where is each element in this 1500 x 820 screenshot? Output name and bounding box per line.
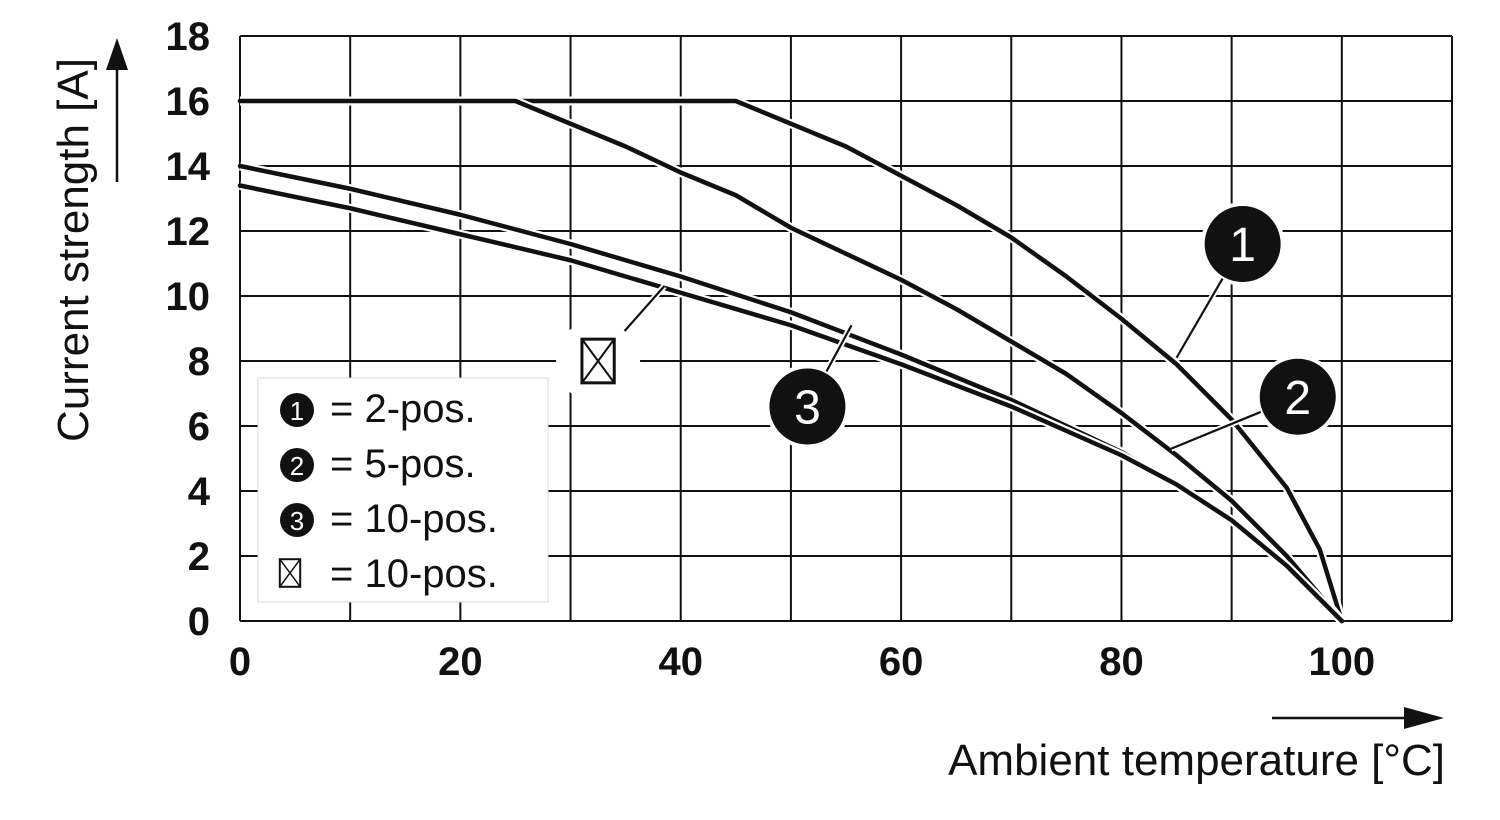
x-tick-label: 20 [438,640,483,684]
y-tick-label: 8 [188,340,210,384]
x-axis-title-group: Ambient temperature [°C] [948,707,1445,785]
number-badge-3 [769,368,846,445]
number-badge-label: 2 [1284,372,1311,425]
y-axis-title-group: Current strength [A] [49,38,128,442]
y-axis-ticks: 0 2 4 6 8 10 12 14 16 18 [166,15,211,644]
box-x-marker-diag [279,558,301,588]
number-badge-label: 1 [1229,219,1256,272]
number-badge-2 [280,448,314,482]
x-axis-arrow-head [1404,707,1444,729]
y-axis-title: Current strength [A] [49,58,98,442]
number-badge-label: 2 [290,451,304,481]
y-tick-label: 2 [188,535,210,579]
x-axis-title: Ambient temperature [°C] [948,736,1445,785]
box-x-marker-diag [581,338,616,384]
number-badge-1 [280,393,314,427]
callout-leader [1175,278,1224,359]
y-tick-label: 14 [166,145,211,189]
chart-series [237,96,1347,625]
legend-label: = 10-pos. [330,497,498,541]
y-tick-label: 0 [188,600,210,644]
y-axis-arrow-head [106,38,128,70]
x-tick-label: 100 [1308,640,1375,684]
number-badge-label: 3 [794,382,821,435]
series-line-box-x [237,183,1345,624]
y-tick-label: 6 [188,405,210,449]
y-tick-label: 18 [166,15,211,59]
legend-label: = 5-pos. [330,442,476,486]
y-tick-label: 12 [166,210,211,254]
series-line-1 [237,98,1345,624]
legend-label: = 2-pos. [330,387,476,431]
x-tick-label: 0 [229,640,251,684]
number-badge-2 [1259,358,1336,435]
x-axis-ticks: 0 20 40 60 80 100 [229,640,1375,684]
chart-grid [239,35,1453,622]
x-tick-label: 80 [1099,640,1144,684]
number-badge-label: 1 [290,396,304,426]
series-line-2 [237,98,1345,624]
y-tick-label: 16 [166,80,211,124]
chart-legend: 1 = 2-pos. 2 = 5-pos. 3 = 10-pos. = 10-pos. [257,377,549,603]
x-tick-label: 60 [879,640,924,684]
y-tick-label: 4 [188,470,211,514]
legend-label: = 10-pos. [330,552,498,596]
number-badge-3 [280,503,314,537]
number-badge-label: 3 [290,506,304,536]
callout-leader [623,285,666,332]
x-tick-label: 40 [658,640,703,684]
y-tick-label: 10 [166,275,211,319]
chart-annotations: 1 2 3 [556,202,1340,452]
number-badge-1 [1204,206,1281,282]
callout-leader [825,324,853,372]
callout-leader [1170,410,1262,450]
